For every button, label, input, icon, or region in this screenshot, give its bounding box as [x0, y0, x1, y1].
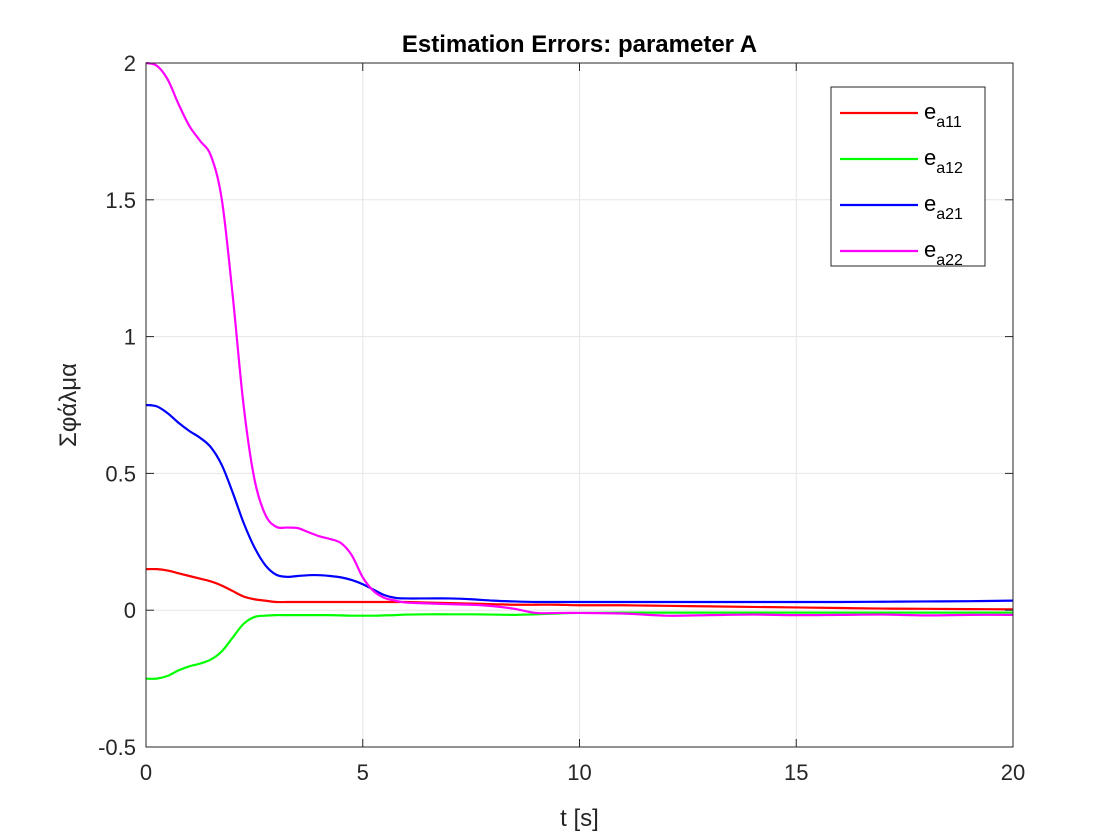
legend-item-a21: ea21 — [840, 191, 963, 223]
x-axis-label: t [s] — [560, 805, 599, 832]
y-tick-label: -0.5 — [98, 735, 136, 760]
x-tick-label: 10 — [567, 760, 591, 785]
series-group — [145, 61, 1014, 680]
legend-label: ea22 — [924, 237, 963, 269]
series-line-a22 — [145, 61, 1014, 617]
y-tick-label: 0 — [124, 598, 136, 623]
legend-label: ea11 — [924, 99, 962, 131]
ticks — [145, 62, 1014, 748]
tick-labels: 0 5 10 15 20-0.500.511.52 — [98, 51, 1025, 785]
y-axis-label: Σφάλμα — [55, 363, 82, 447]
chart-title: Estimation Errors: parameter A — [402, 31, 757, 58]
y-tick-label: 0.5 — [105, 461, 136, 486]
series-line-a12 — [145, 611, 1013, 680]
y-tick-label: 1.5 — [105, 188, 136, 213]
y-tick-label: 2 — [124, 51, 136, 76]
x-tick-label: 20 — [1001, 760, 1025, 785]
legend-item-a12: ea12 — [840, 145, 963, 177]
legend-item-a22: ea22 — [840, 237, 963, 269]
legend-item-a11: ea11 — [840, 99, 962, 131]
legend-label: ea12 — [924, 145, 963, 177]
legend-label: ea21 — [924, 191, 963, 223]
x-tick-label: 0 — [140, 760, 152, 785]
series-line-a11 — [145, 567, 1014, 611]
x-tick-label: 15 — [784, 760, 808, 785]
legend-box — [830, 86, 986, 267]
legend: ea11 ea12 ea21 ea22 — [830, 86, 986, 269]
y-tick-label: 1 — [124, 325, 136, 350]
x-tick-label: 5 — [357, 760, 369, 785]
